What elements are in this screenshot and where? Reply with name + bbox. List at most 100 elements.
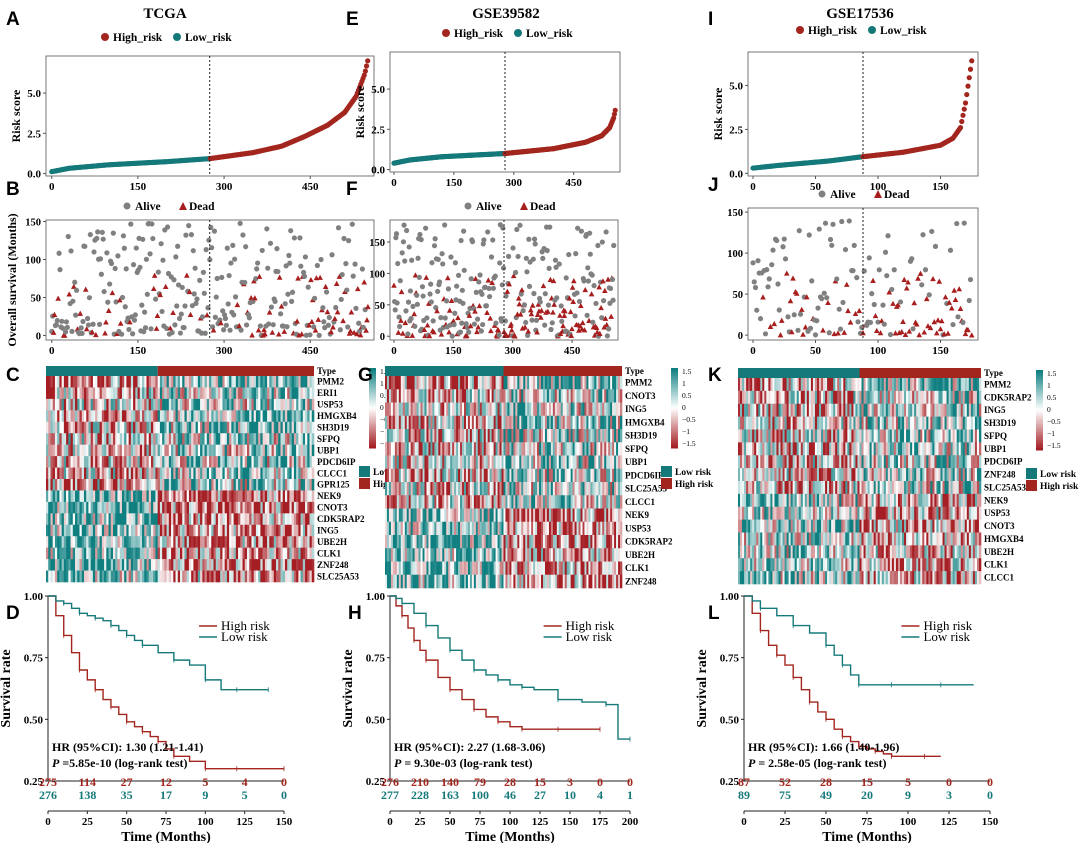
- alive-point: [87, 231, 93, 238]
- heatmap-cell: [269, 387, 272, 400]
- survival-points: [49, 220, 371, 339]
- heatmap-cell: [566, 415, 569, 430]
- heatmap-cell: [276, 456, 279, 468]
- heatmap-cell: [171, 421, 174, 434]
- heatmap-cell: [273, 559, 277, 571]
- heatmap-cell: [428, 429, 431, 443]
- heatmap-cell: [550, 495, 554, 509]
- heatmap-cell: [523, 415, 526, 430]
- heatmap-cell: [436, 482, 439, 496]
- heatmap-cell: [193, 444, 196, 457]
- heatmap-cell: [291, 398, 295, 411]
- heatmap-cell: [584, 495, 587, 509]
- heatmap-cell: [282, 490, 286, 503]
- heatmap-cell: [537, 429, 540, 443]
- heatmap-cell: [296, 547, 299, 560]
- heatmap-cell: [144, 536, 147, 548]
- heatmap-cell: [442, 415, 445, 430]
- heatmap-cell: [146, 444, 150, 457]
- heatmap-cell: [278, 524, 281, 537]
- heatmap-cell: [287, 501, 290, 514]
- heatmap-cell: [57, 536, 60, 548]
- heatmap-cell: [280, 421, 284, 434]
- alive-point: [404, 227, 410, 234]
- alive-point: [500, 225, 506, 231]
- heatmap-cell: [79, 467, 83, 480]
- heatmap-cell: [566, 482, 569, 496]
- heatmap-cell: [298, 398, 301, 411]
- heatmap-cell: [541, 455, 544, 470]
- heatmap-cell: [491, 376, 494, 390]
- alive-point: [72, 279, 78, 285]
- heatmap-cell: [238, 433, 241, 445]
- alive-point: [99, 229, 105, 235]
- risk-point: [612, 107, 618, 113]
- alive-point: [316, 332, 322, 338]
- heatmap-cell: [544, 402, 548, 417]
- heatmap-cell: [166, 479, 170, 491]
- heatmap-cell: [251, 456, 254, 468]
- alive-point: [493, 320, 499, 326]
- heatmap-cell: [175, 501, 179, 514]
- heatmap-cell: [222, 387, 225, 400]
- alive-point: [415, 255, 421, 261]
- heatmap-cell: [556, 442, 560, 456]
- heatmap-cell: [471, 402, 475, 417]
- heatmap-cell: [556, 495, 560, 509]
- heatmap-cell: [150, 513, 154, 526]
- heatmap-cell: [115, 536, 118, 548]
- alive-point: [201, 290, 207, 296]
- heatmap-cell: [284, 501, 288, 514]
- colorbar-step: [369, 406, 376, 409]
- heatmap-cell: [68, 398, 71, 411]
- alive-point: [333, 304, 339, 311]
- alive-point: [587, 251, 593, 257]
- heatmap-cell: [402, 402, 406, 417]
- heatmap-cell: [124, 387, 127, 400]
- heatmap-cell: [229, 536, 232, 548]
- heatmap-cell: [226, 513, 230, 526]
- heatmap-cell: [233, 479, 237, 491]
- heatmap-cell: [226, 410, 230, 423]
- heatmap-cell: [240, 421, 243, 434]
- heatmap-cell: [529, 442, 532, 456]
- heatmap-cell: [596, 442, 599, 456]
- dead-point: [275, 331, 282, 337]
- heatmap-cell: [235, 444, 239, 457]
- heatmap-cell: [386, 495, 390, 509]
- heatmap-cell: [202, 547, 205, 560]
- heatmap-cell: [564, 508, 567, 523]
- heatmap-cell: [269, 398, 272, 411]
- heatmap-cell: [106, 536, 109, 548]
- heatmap-cell: [614, 508, 617, 523]
- heatmap-cell: [618, 508, 621, 523]
- dead-point: [545, 308, 551, 314]
- heatmap-cell: [501, 376, 504, 390]
- heatmap-cell: [537, 389, 540, 403]
- heatmap-cell: [121, 479, 125, 491]
- heatmap-cell: [50, 536, 53, 548]
- heatmap-cell: [150, 444, 154, 457]
- heatmap-cell: [505, 455, 508, 470]
- heatmap-cell: [406, 442, 409, 456]
- alive-point: [243, 244, 249, 250]
- heatmap-cell: [420, 508, 423, 523]
- heatmap-cell: [440, 442, 443, 456]
- heatmap-cell: [446, 442, 449, 456]
- heatmap-cell: [66, 513, 69, 526]
- heatmap-cell: [574, 455, 577, 470]
- heatmap-cell: [311, 524, 315, 537]
- heatmap-cell: [511, 376, 514, 390]
- heatmap-cell: [48, 479, 51, 491]
- colorbar-step: [369, 392, 376, 395]
- heatmap-cell: [95, 467, 98, 480]
- heatmap-cell: [226, 570, 230, 583]
- alive-point: [429, 260, 435, 266]
- heatmap-cell: [406, 508, 409, 523]
- heatmap-cell: [180, 398, 183, 411]
- alive-point: [455, 272, 462, 278]
- heatmap-cell: [128, 376, 132, 388]
- heatmap-cell: [586, 442, 589, 456]
- heatmap-cell: [101, 490, 105, 503]
- heatmap-cell: [168, 479, 172, 491]
